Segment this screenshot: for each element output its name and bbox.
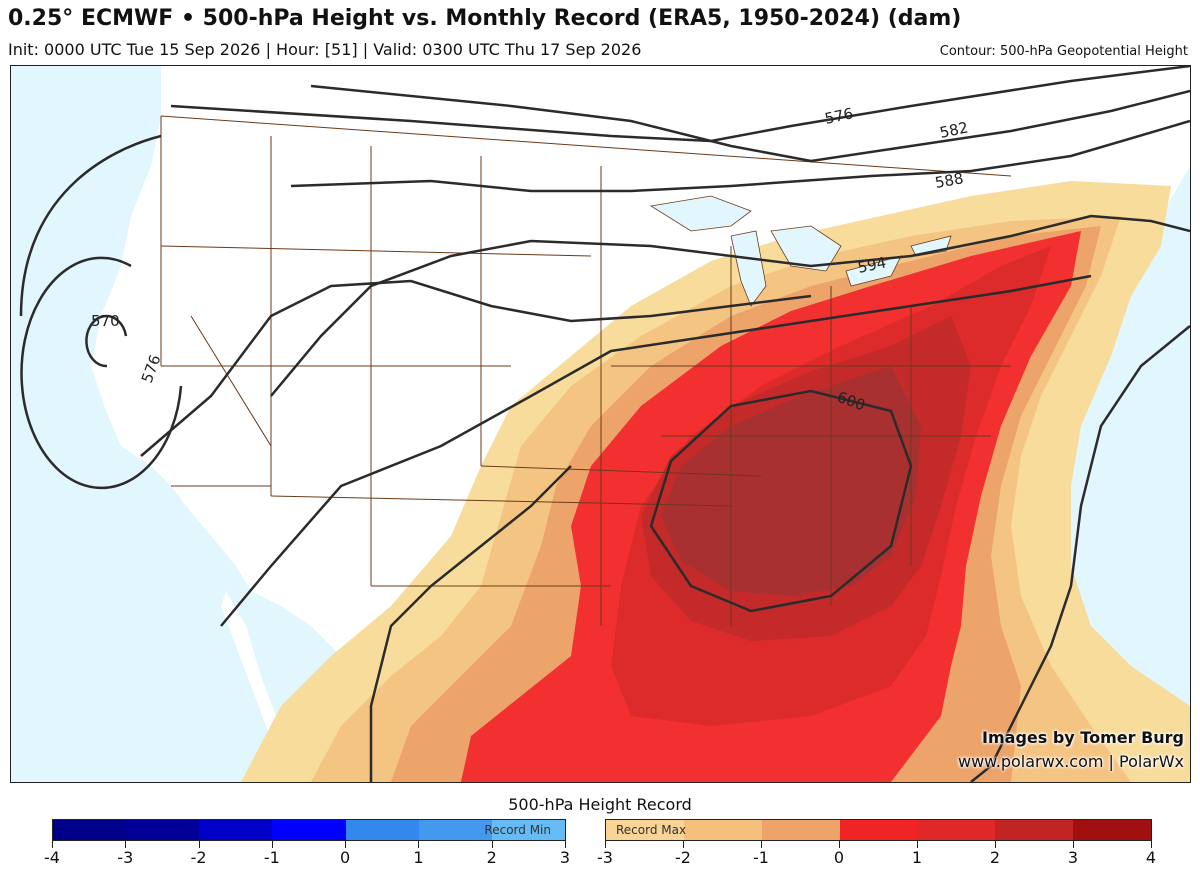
anomaly-shading	[241, 181, 1190, 782]
colorbar-max-label: Record Max	[616, 823, 687, 837]
run-info: Init: 0000 UTC Tue 15 Sep 2026 | Hour: […	[8, 40, 642, 59]
colorbar-tick	[1151, 841, 1152, 848]
colorbar-segment	[683, 820, 762, 840]
contour-southeast	[970, 325, 1190, 782]
colorbar-segment	[1073, 820, 1152, 840]
colorbar-segment	[995, 820, 1074, 840]
colorbar-tick	[683, 841, 684, 848]
colorbar-tick-label: 2	[486, 848, 497, 867]
colorbar-tick	[491, 841, 493, 848]
contour-570-low	[85, 314, 128, 368]
colorbar-tick-label: -4	[44, 848, 60, 867]
colorbar-tick-label: -2	[190, 848, 207, 867]
colorbar-tick	[418, 841, 420, 848]
colorbar-record-max: Record Max	[605, 819, 1152, 841]
contour-600-ring	[649, 389, 913, 613]
colorbar-tick-label: 2	[989, 848, 1001, 867]
shade-level-7	[661, 366, 921, 596]
colorbar-tick-label: -3	[597, 848, 613, 867]
contour-note: Contour: 500-hPa Geopotential Height	[939, 44, 1188, 59]
colorbar-tick	[345, 841, 347, 848]
colorbar-tick-label: 4	[1145, 848, 1157, 867]
colorbar-min-ticks	[52, 841, 566, 849]
colorbar-segment	[606, 820, 684, 840]
colorbar-segment	[491, 820, 565, 840]
colorbar-segment	[53, 820, 127, 840]
contour-576-low	[20, 256, 183, 490]
colorbar-title: 500-hPa Height Record	[508, 795, 692, 814]
colorbar-tick-label: 1	[911, 848, 923, 867]
contour-label-group: 576 582 588 594 600 570 576	[91, 104, 970, 414]
credit-author: Images by Tomer Burg	[982, 728, 1184, 747]
weather-map: 576 582 588 594 600 570 576	[10, 65, 1191, 783]
colorbar-tick-label: 0	[833, 848, 845, 867]
contour-south	[369, 465, 572, 782]
colorbar-tick-label: 1	[413, 848, 424, 867]
colorbar-tick	[565, 841, 566, 848]
colorbar-tick-label: -1	[263, 848, 280, 867]
colorbar-tick	[271, 841, 273, 848]
colorbar-tick	[761, 841, 762, 848]
chart-title: 0.25° ECMWF • 500-hPa Height vs. Monthly…	[8, 6, 962, 31]
colorbar-segment	[272, 820, 346, 840]
contour-576-low-outer	[19, 134, 162, 317]
contour-west-trough	[140, 279, 812, 457]
contour-588	[290, 119, 1190, 193]
contour-label-576-north: 576	[823, 104, 855, 128]
colorbar-tick-label: 3	[1067, 848, 1079, 867]
colorbar-tick-label: -3	[117, 848, 134, 867]
contour-label-594: 594	[856, 253, 888, 277]
colorbar-tick	[995, 841, 996, 848]
contour-label-570: 570	[91, 312, 120, 330]
colorbar-tick-label: 3	[559, 848, 571, 867]
colorbar-tick	[839, 841, 840, 848]
colorbar-tick	[198, 841, 200, 848]
colorbar-tick	[917, 841, 918, 848]
contour-582	[310, 84, 1190, 163]
contour-576-north	[170, 66, 1190, 143]
colorbar-segment	[126, 820, 200, 840]
contour-594	[270, 214, 1190, 397]
colorbar-tick-label: -2	[675, 848, 691, 867]
state-borders	[160, 115, 1012, 626]
colorbar-tick-label: 0	[340, 848, 351, 867]
colorbar-tick-label: -1	[753, 848, 769, 867]
contour-southwest	[220, 274, 1092, 627]
colorbar-tick	[1073, 841, 1074, 848]
colorbar-segment	[418, 820, 492, 840]
credit-website: www.polarwx.com | PolarWx	[957, 752, 1184, 771]
colorbar-max-ticks	[605, 841, 1152, 849]
colorbar-segment	[917, 820, 996, 840]
colorbar-segment	[839, 820, 918, 840]
colorbar-tick	[125, 841, 127, 848]
contour-label-582: 582	[938, 118, 970, 142]
colorbar-tick	[605, 841, 606, 848]
colorbar-min-label: Record Min	[484, 823, 551, 837]
colorbar-tick	[52, 841, 53, 848]
colorbar-record-min: Record Min	[52, 819, 566, 841]
colorbar-segment	[199, 820, 273, 840]
colorbar-segment	[345, 820, 419, 840]
height-contours	[19, 66, 1190, 782]
colorbar-segment	[761, 820, 840, 840]
contour-label-588: 588	[934, 169, 965, 192]
